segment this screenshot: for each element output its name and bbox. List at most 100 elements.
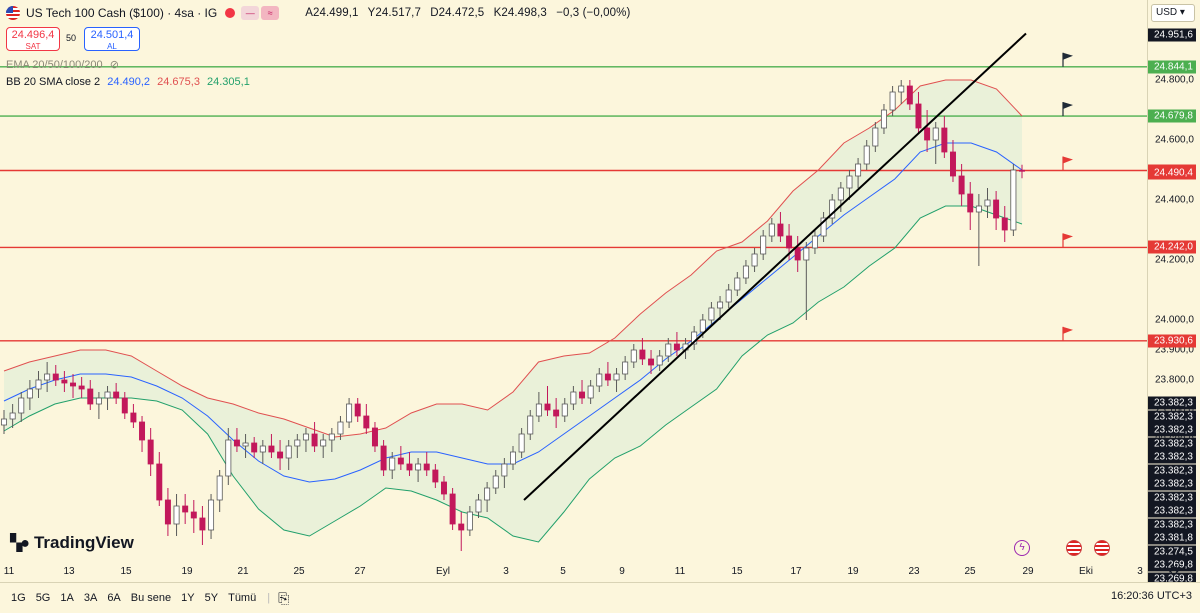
candle-body: [26, 388, 33, 399]
candle-body: [561, 403, 568, 417]
timeframe-button[interactable]: 5G: [35, 592, 51, 604]
candle-body: [458, 523, 465, 531]
candle-body: [725, 289, 732, 303]
compare-icon[interactable]: —: [241, 6, 260, 20]
time-tick-label: 11: [3, 566, 15, 577]
timeframe-button[interactable]: 6A: [107, 592, 121, 604]
time-tick-label: 19: [847, 566, 859, 577]
candle-body: [432, 469, 439, 483]
time-tick-label: 13: [63, 566, 75, 577]
flag-icon: [1063, 233, 1073, 241]
candle-body: [708, 307, 715, 321]
settings-gear-icon[interactable]: ⚙: [1168, 563, 1180, 578]
candle-body: [397, 457, 404, 465]
candle-body: [1010, 169, 1017, 231]
candle-body: [147, 439, 154, 465]
ma-value-badge: 23.382,3: [1148, 423, 1196, 437]
price-tick-label: 24.000,0: [1155, 314, 1194, 326]
candle-body: [1001, 217, 1008, 231]
ma-value-badge: 23.382,3: [1148, 450, 1196, 464]
currency-label: USD: [1156, 7, 1178, 18]
eye-hidden-icon[interactable]: ⊘: [109, 59, 119, 71]
us-flag-icon: [6, 6, 20, 20]
candle-body: [665, 343, 672, 357]
candle-body: [104, 391, 111, 399]
ma-value-badge: 23.382,3: [1148, 491, 1196, 504]
ema-indicator-row[interactable]: EMA 20/50/100/200 ⊘: [6, 58, 119, 71]
candle-body: [924, 127, 931, 141]
timeframe-button[interactable]: Tümü: [228, 592, 257, 604]
candle-body: [44, 373, 51, 381]
candle-body: [354, 403, 361, 417]
sell-button[interactable]: 24.496,4 SAT: [6, 27, 60, 51]
timeframe-button[interactable]: 1A: [60, 592, 74, 604]
candle-body: [139, 421, 146, 441]
candle-body: [803, 247, 810, 261]
date-range-icon[interactable]: ⎘: [278, 589, 290, 606]
candle-body: [829, 199, 836, 219]
candle-body: [579, 391, 586, 399]
candle-body: [406, 463, 413, 471]
bb-lower-line: [3, 205, 1023, 543]
candle-body: [906, 85, 913, 105]
buy-button[interactable]: 24.501,4 AL: [84, 27, 140, 51]
wave-icon[interactable]: ≈: [261, 6, 280, 20]
flag-icon: [1063, 52, 1073, 60]
candle-body: [975, 205, 982, 213]
candle-body: [113, 391, 120, 399]
candle-body: [898, 85, 905, 93]
candle-body: [734, 277, 741, 291]
candle-body: [440, 481, 447, 495]
timeframe-button[interactable]: 5Y: [204, 592, 219, 604]
candle-body: [622, 361, 629, 375]
candle-body: [371, 427, 378, 447]
time-tick-label: 25: [964, 566, 976, 577]
buy-price: 24.501,4: [90, 29, 134, 41]
candle-body: [527, 415, 534, 435]
time-tick-label: 5: [560, 566, 566, 577]
timeframe-button[interactable]: Bu sene: [130, 592, 172, 604]
timeframe-button[interactable]: 1Y: [181, 592, 195, 604]
candle-body: [941, 127, 948, 153]
candle-body: [673, 343, 680, 351]
candle-body: [604, 373, 611, 381]
ohlc-low: D24.472,5: [430, 7, 485, 19]
time-tick-label: 23: [908, 566, 920, 577]
price-tick-label: 23.900,0: [1155, 344, 1194, 356]
us-event-flag-icon[interactable]: [1066, 540, 1082, 556]
candle-body: [156, 463, 163, 501]
currency-selector[interactable]: USD ▾: [1151, 4, 1195, 22]
candle-body: [510, 451, 516, 465]
candle-body: [915, 103, 922, 129]
bb-indicator-label: BB 20 SMA close 2: [6, 76, 101, 88]
price-badge: 24.951,6: [1148, 28, 1196, 42]
candle-body: [501, 463, 508, 477]
symbol-title[interactable]: US Tech 100 Cash ($100) · 4sa · IG: [26, 6, 218, 20]
lightning-event-icon[interactable]: ϟ: [1014, 540, 1030, 556]
candle-body: [958, 175, 965, 195]
price-badge: 24.490,4: [1148, 166, 1196, 180]
candle-body: [691, 331, 698, 345]
candle-body: [95, 397, 102, 405]
us-event-flag-icon[interactable]: [1094, 540, 1110, 556]
candle-body: [130, 412, 137, 423]
ma-value-badge: 23.382,3: [1148, 464, 1196, 477]
market-status-icon: [225, 8, 236, 18]
candle-body: [648, 358, 655, 366]
ma-value-badge: 23.381,8: [1148, 531, 1196, 545]
bb-indicator-row[interactable]: BB 20 SMA close 2 24.490,2 24.675,3 24.3…: [6, 76, 250, 88]
bb-lower-value: 24.305,1: [207, 76, 250, 88]
candle-body: [777, 223, 784, 237]
candle-body: [699, 319, 706, 333]
timeframe-button[interactable]: 3A: [83, 592, 98, 604]
candle-body: [380, 445, 387, 471]
candle-body: [786, 235, 793, 249]
ma-value-badge: 23.382,3: [1148, 437, 1196, 450]
ma-value-badge: 23.382,3: [1148, 477, 1196, 491]
symbol-header: US Tech 100 Cash ($100) · 4sa · IG — ≈ A…: [0, 0, 636, 26]
chart-canvas[interactable]: [0, 0, 1147, 582]
price-tick-label: 24.600,0: [1155, 134, 1194, 146]
time-tick-label: 21: [237, 566, 249, 577]
timeframe-button[interactable]: 1G: [11, 592, 26, 604]
tradingview-mark-icon: ▚●: [10, 535, 30, 552]
